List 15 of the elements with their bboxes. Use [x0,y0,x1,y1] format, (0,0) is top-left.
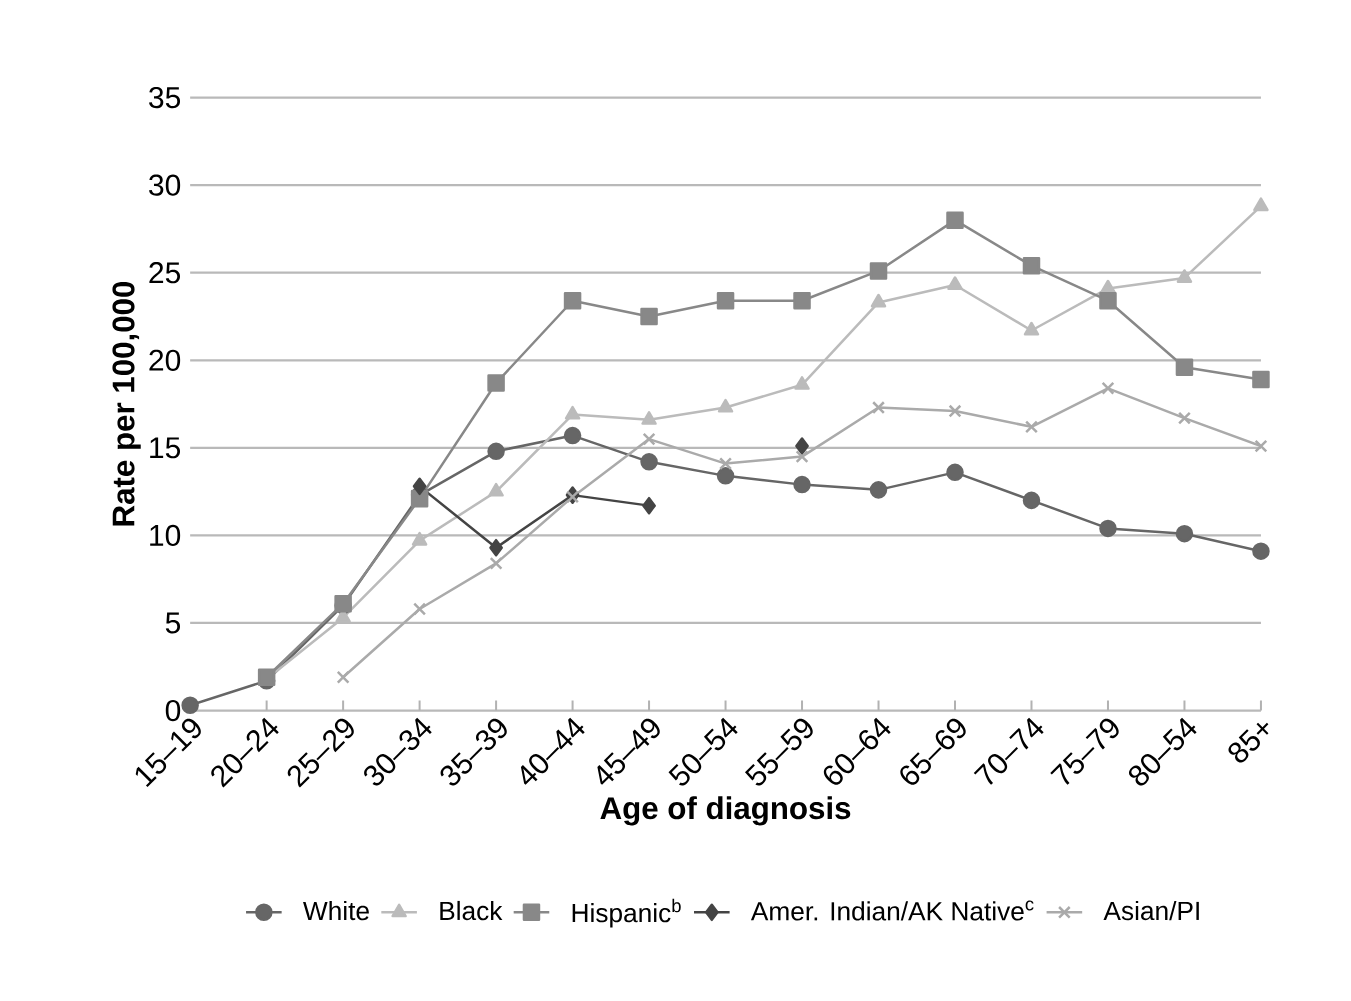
legend-label: Amer. Indian/AK Native$^{c}$ [750,900,1034,921]
y-axis-title: Rate per 100,000 [112,282,141,526]
legend-label: Black [440,901,503,921]
legend-label: White [303,901,369,921]
y-tick-label: 5 [165,612,181,634]
legend-label: Asian/PI [1103,901,1199,921]
y-tick-label: 35 [149,87,181,109]
y-tick-label: 10 [150,524,181,547]
y-tick-label: 15 [150,437,181,459]
y-tick-label: 30 [149,174,181,196]
x-tick-label: 85+ [1228,722,1269,763]
x-axis-title: Age of diagnosis [600,796,851,826]
legend-label: Hispanic$^{b}$ [572,898,681,928]
y-tick-label: 20 [149,349,181,372]
y-tick-label: 25 [149,262,181,284]
